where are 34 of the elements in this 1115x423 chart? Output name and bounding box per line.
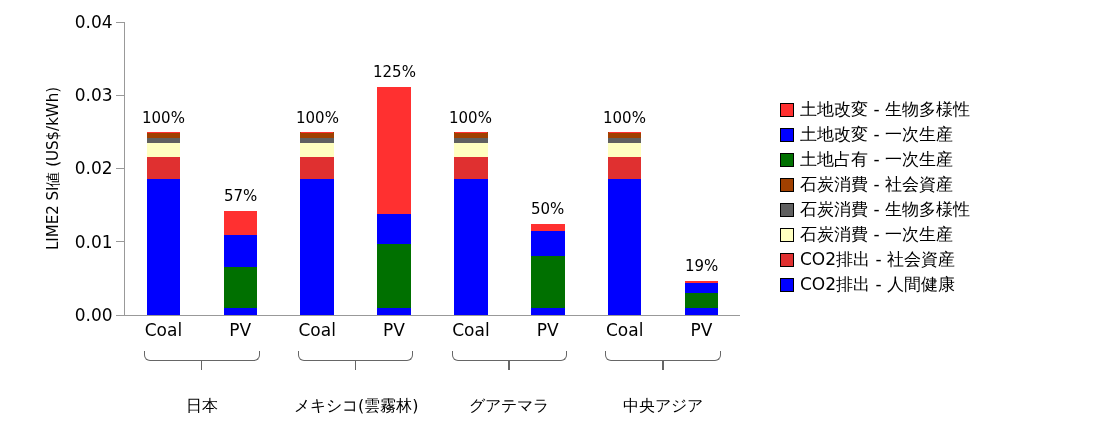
annotation: 100% (142, 109, 185, 127)
text: メキシコ(雲霧林) (294, 396, 419, 415)
legend-label: 土地占有 - 一次生産 (800, 148, 953, 171)
annotation: 100% (449, 109, 492, 127)
legend-label: 土地改変 - 一次生産 (800, 123, 953, 146)
annotation: 100% (603, 109, 646, 127)
x-tick-label: Coal (605, 320, 644, 341)
y-axis-title: LIME2 SI値 (US$/kWh) (43, 86, 62, 251)
x-tick-label: Coal (298, 320, 336, 341)
text: 日本 (186, 396, 218, 415)
legend-label: CO2排出 - 人間健康 (800, 273, 956, 296)
annotation: 125% (373, 63, 416, 81)
annotation: 50% (531, 200, 565, 218)
y-tick-label: 0.03 (74, 85, 113, 106)
annotation: 100% (296, 109, 339, 127)
x-tick-label: Coal (452, 320, 490, 341)
annotation: 19% (685, 257, 719, 275)
x-tick-label: PV (229, 320, 252, 341)
x-tick-label: PV (690, 320, 713, 341)
x-tick-label: PV (383, 320, 406, 341)
legend-label: CO2排出 - 社会資産 (800, 248, 956, 271)
legend-label: 石炭消費 - 生物多様性 (800, 198, 970, 221)
y-tick-label: 0.02 (74, 158, 113, 179)
y-tick-label: 0.01 (74, 231, 113, 252)
legend-label: 石炭消費 - 一次生産 (800, 223, 953, 246)
x-tick-label: Coal (144, 320, 183, 341)
y-tick-label: 0.04 (74, 11, 113, 32)
legend-label: 土地改変 - 生物多様性 (800, 98, 970, 121)
text: 中央アジア (623, 396, 703, 415)
annotation: 57% (224, 187, 258, 205)
y-tick-label: 0.00 (74, 304, 113, 325)
x-tick-label: PV (536, 320, 560, 341)
text: グアテマラ (469, 396, 549, 415)
legend-label: 石炭消費 - 社会資産 (800, 173, 953, 196)
